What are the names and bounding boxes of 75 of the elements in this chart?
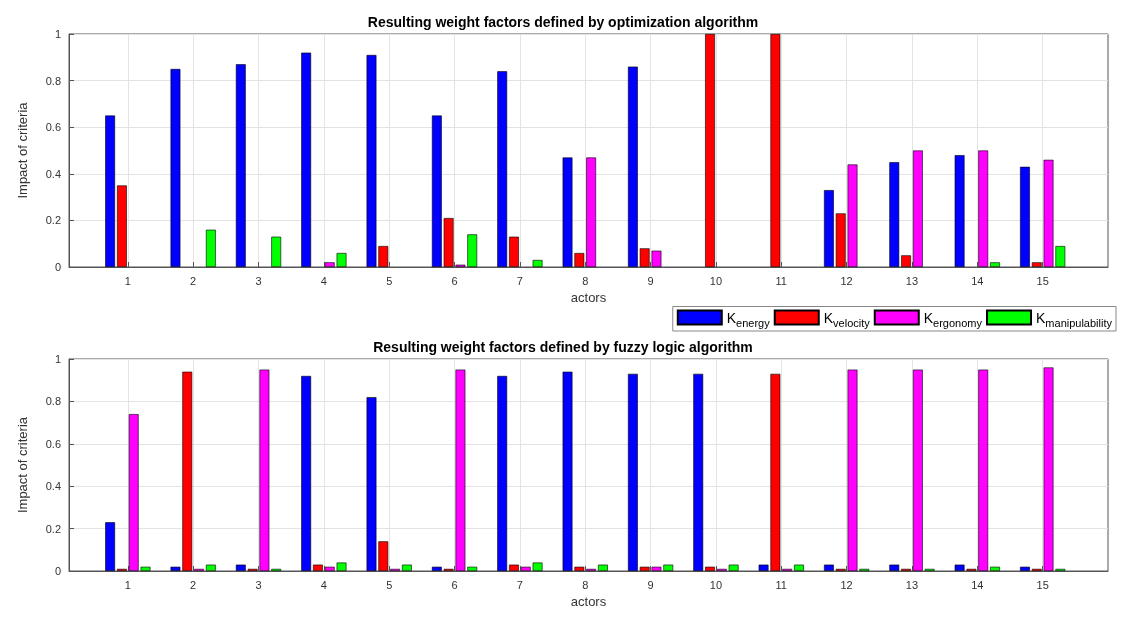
x-tick-label: 14 <box>971 274 984 287</box>
y-tick-label: 0.8 <box>45 74 61 87</box>
x-tick-label: 10 <box>709 578 723 591</box>
bar <box>205 229 216 267</box>
y-tick-label: 0.6 <box>45 437 61 450</box>
x-tick-label: 13 <box>905 274 919 287</box>
bar <box>497 375 508 571</box>
y-tick-label: 0 <box>54 261 61 273</box>
bar <box>990 566 1000 571</box>
bar <box>705 566 715 571</box>
x-tick-label: 15 <box>1036 578 1049 591</box>
y-tick-label: 0 <box>54 565 61 577</box>
y-axis-title: Impact of criteria <box>15 416 30 514</box>
chart-title: Resulting weight factors defined by fuzzy logic algorithm <box>373 339 753 355</box>
x-tick-label: 12 <box>840 578 853 591</box>
y-tick-label: 0.4 <box>45 480 61 493</box>
y-tick-label: 0.4 <box>45 167 61 180</box>
x-tick-label: 11 <box>775 274 787 287</box>
bar <box>598 564 608 571</box>
x-tick-label: 8 <box>582 274 589 287</box>
chart-title: Resulting weight factors defined by optimization algorithm <box>367 14 759 30</box>
bar <box>170 68 181 267</box>
x-tick-label: 9 <box>647 274 654 287</box>
bar <box>205 564 216 571</box>
x-tick-label: 12 <box>840 274 853 287</box>
x-tick-label: 11 <box>775 578 787 591</box>
x-tick-label: 3 <box>255 274 262 287</box>
bar <box>978 150 989 267</box>
x-tick-label: 14 <box>971 578 984 591</box>
x-tick-label: 5 <box>386 578 393 591</box>
x-tick-label: 13 <box>905 578 919 591</box>
bar <box>912 150 923 267</box>
x-tick-label: 7 <box>516 578 523 591</box>
x-tick-label: 4 <box>320 578 327 591</box>
bar <box>693 373 704 571</box>
bar <box>235 64 246 267</box>
x-tick-label: 8 <box>582 578 589 591</box>
x-tick-label: 5 <box>386 274 393 287</box>
bar <box>705 34 715 267</box>
x-tick-label: 15 <box>1036 274 1049 287</box>
bar <box>301 375 312 571</box>
x-tick-label: 9 <box>647 578 654 591</box>
y-tick-label: 0.2 <box>45 522 61 535</box>
bar <box>301 52 312 267</box>
x-tick-label: 6 <box>451 578 458 591</box>
bar <box>509 564 519 571</box>
y-tick-label: 0.8 <box>45 395 61 408</box>
bar <box>271 236 282 267</box>
y-tick-label: 1 <box>54 353 61 365</box>
y-tick-label: 1 <box>54 28 61 40</box>
x-axis-title: actors <box>570 593 607 609</box>
x-tick-label: 3 <box>255 578 262 591</box>
x-tick-label: 4 <box>320 274 327 287</box>
bar <box>105 115 116 267</box>
bar <box>770 34 781 267</box>
bar <box>990 262 1000 267</box>
x-tick-label: 6 <box>451 274 458 287</box>
bar <box>497 71 508 267</box>
bar <box>509 236 519 267</box>
y-axis-title: Impact of criteria <box>15 101 30 199</box>
x-tick-label: 2 <box>190 578 197 591</box>
x-tick-label: 1 <box>124 274 131 287</box>
x-axis-title: actors <box>570 289 607 305</box>
x-tick-label: 10 <box>709 274 723 287</box>
bar <box>117 185 127 267</box>
x-tick-label: 2 <box>190 274 197 287</box>
bar <box>105 522 116 571</box>
bar <box>954 155 965 267</box>
x-tick-label: 7 <box>516 274 523 287</box>
x-tick-label: 1 <box>124 578 131 591</box>
bar <box>794 564 804 571</box>
y-tick-label: 0.6 <box>45 121 61 134</box>
bar <box>401 564 412 571</box>
y-tick-label: 0.2 <box>45 214 61 227</box>
bar <box>532 260 543 267</box>
